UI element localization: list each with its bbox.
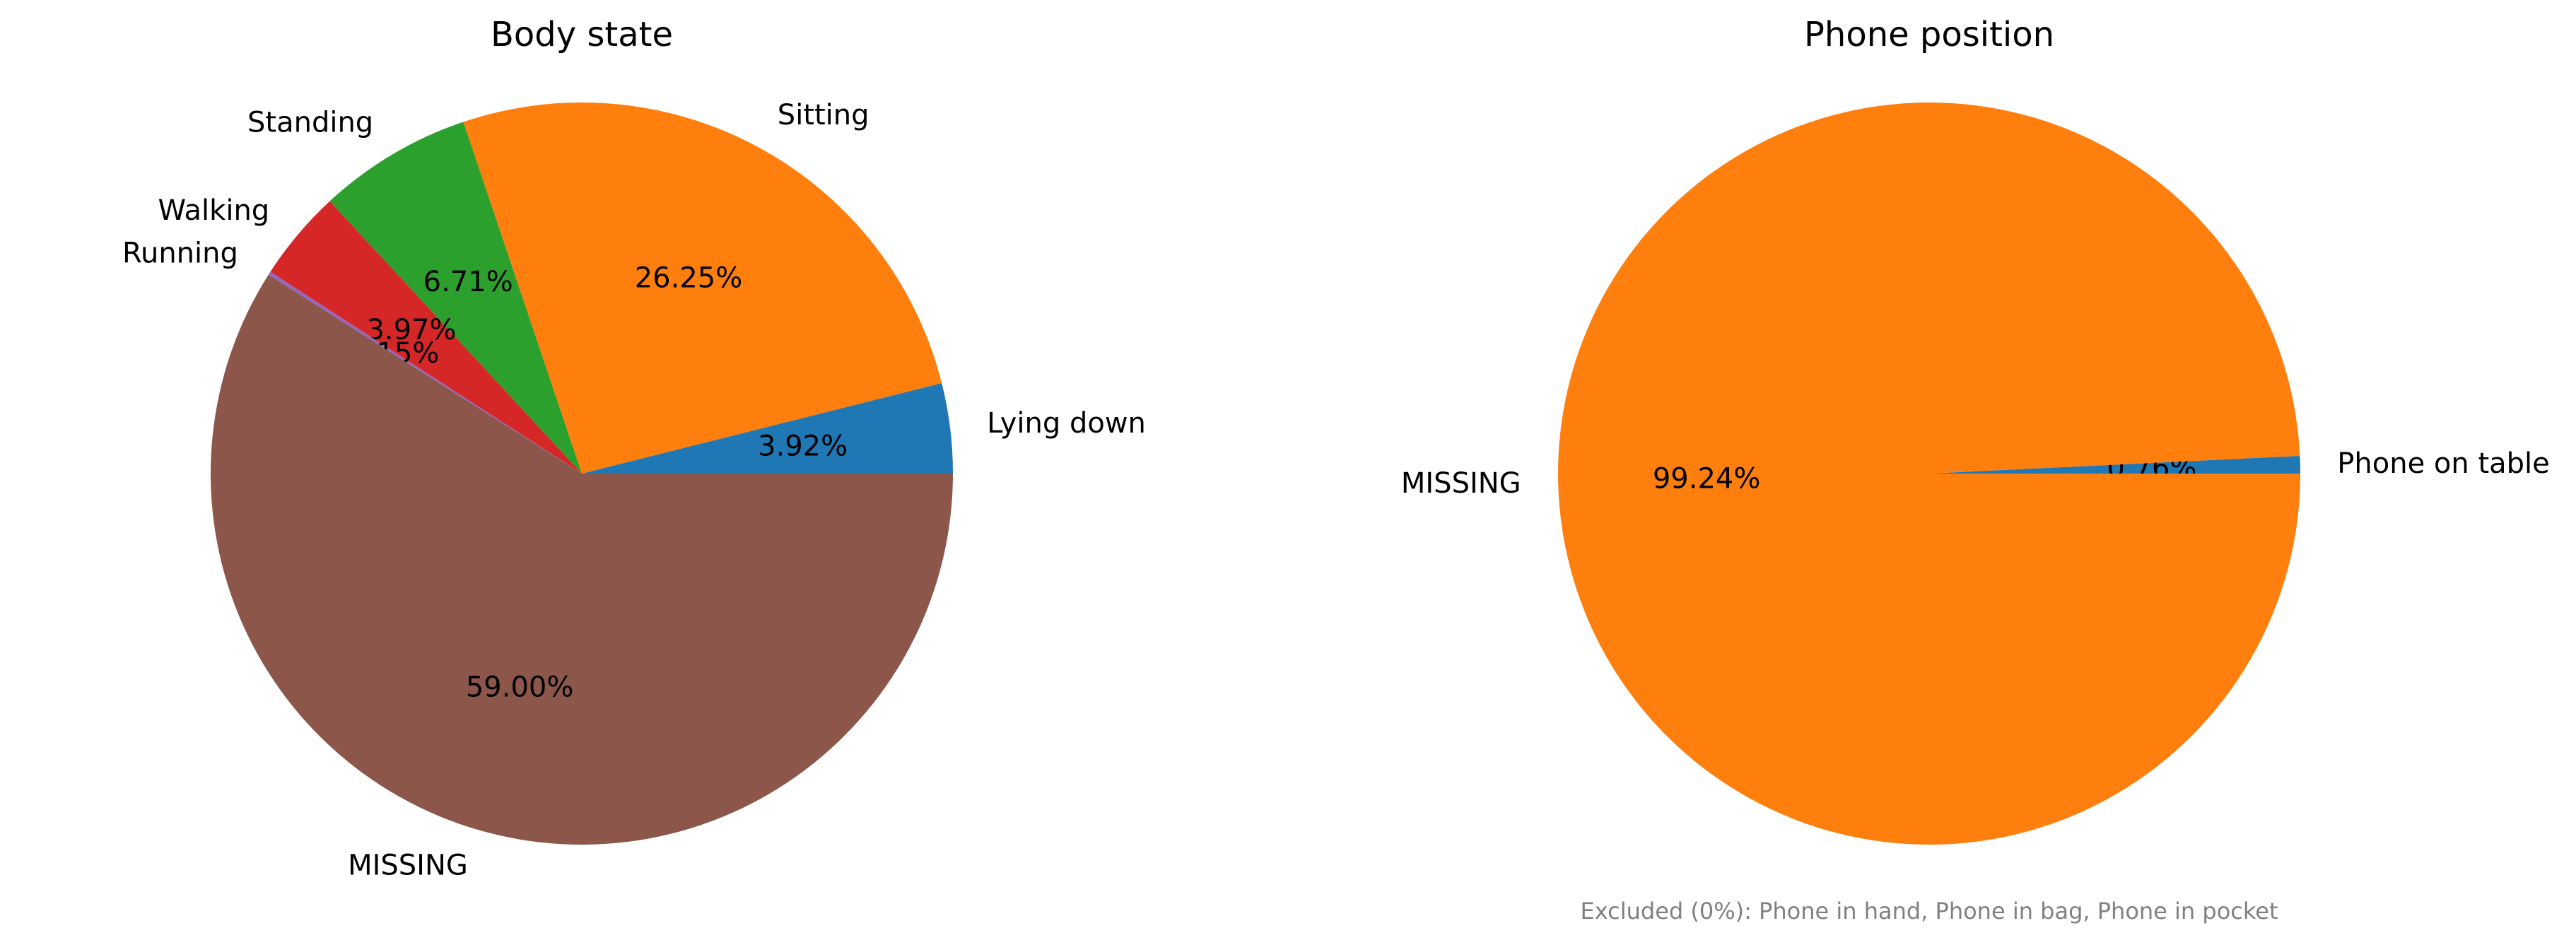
slice-missing [211, 274, 954, 845]
excluded-footnote: Excluded (0%): Phone in hand, Phone in b… [1581, 898, 2278, 925]
slice-percent-missing: 99.24% [1653, 463, 1761, 495]
slice-missing [1558, 102, 2300, 845]
slice-phone-on-table [1929, 455, 2300, 474]
slice-label-phone-on-table: Phone on table [2337, 447, 2549, 480]
slice-percent-standing: 6.71% [423, 266, 513, 298]
pie-chart-body-state: Body state Lying down 3.92% Sitting 26.25% St… [122, 15, 1146, 882]
slice-label-lying-down: Lying down [987, 407, 1146, 440]
slice-standing [329, 122, 582, 474]
slice-percent-sitting: 26.25% [635, 262, 743, 295]
slice-walking [270, 201, 582, 474]
slice-sitting [463, 102, 942, 474]
slice-percent-walking: 3.97% [366, 314, 456, 346]
slice-label-missing: MISSING [1401, 467, 1521, 500]
slice-label-missing: MISSING [348, 850, 468, 882]
slice-label-running: Running [122, 237, 238, 269]
slice-label-standing: Standing [247, 106, 373, 139]
slice-label-walking: Walking [158, 194, 270, 227]
slice-percent-lying-down: 3.92% [758, 430, 848, 462]
slice-running [268, 271, 582, 474]
chart-title: Body state [491, 15, 673, 54]
slice-lying-down [582, 383, 953, 474]
chart-title: Phone position [1804, 15, 2054, 54]
slice-label-sitting: Sitting [778, 99, 870, 131]
slice-percent-missing: 59.00% [466, 671, 574, 704]
